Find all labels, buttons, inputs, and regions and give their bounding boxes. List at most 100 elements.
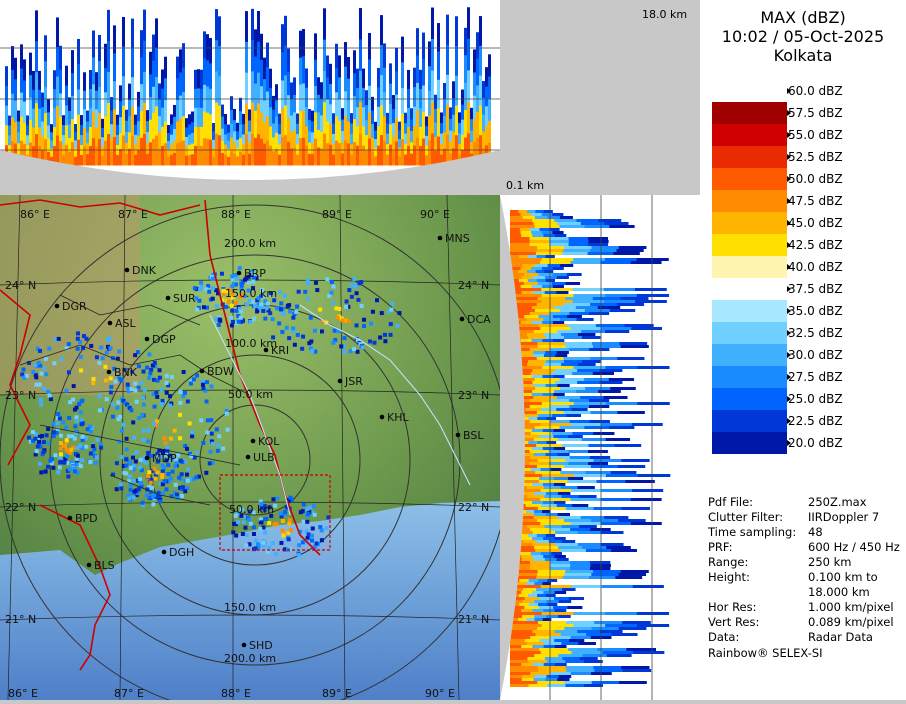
scale-tick bbox=[787, 396, 791, 402]
scale-swatch bbox=[712, 212, 787, 234]
lat-label: 24° N bbox=[458, 279, 489, 292]
place-dot bbox=[107, 320, 113, 326]
place-dot bbox=[161, 549, 167, 555]
place-dot bbox=[165, 295, 171, 301]
place-dot bbox=[144, 336, 150, 342]
scale-label: 37.5 dBZ bbox=[788, 282, 843, 296]
place-label: DCA bbox=[467, 313, 491, 326]
scale-swatch bbox=[712, 124, 787, 146]
lat-label: 23° N bbox=[5, 389, 36, 402]
place-label: JSR bbox=[344, 375, 363, 388]
scale-label: 30.0 dBZ bbox=[788, 348, 843, 362]
info-value: 600 Hz / 450 Hz bbox=[808, 540, 900, 554]
sundarbans-outline bbox=[219, 474, 331, 551]
scale-swatch bbox=[712, 322, 787, 344]
scale-label: 25.0 dBZ bbox=[788, 392, 843, 406]
scale-swatch bbox=[712, 388, 787, 410]
range-label: 100.0 km bbox=[225, 337, 277, 350]
scale-tick bbox=[787, 418, 791, 424]
place-label: SHD bbox=[249, 639, 273, 652]
scale-tick bbox=[787, 440, 791, 446]
info-key: Time sampling: bbox=[708, 525, 797, 539]
top-height-label: 18.0 km bbox=[642, 8, 688, 21]
lat-label: 22° N bbox=[5, 501, 36, 514]
place-dot bbox=[241, 642, 247, 648]
place-dot bbox=[337, 378, 343, 384]
scale-swatch bbox=[712, 80, 787, 102]
lon-label: 89° E bbox=[322, 687, 352, 700]
place-dot bbox=[379, 414, 385, 420]
place-label: DGH bbox=[169, 546, 194, 559]
place-label: BRP bbox=[244, 267, 266, 280]
place-label: BNK bbox=[114, 366, 138, 379]
lon-label: 86° E bbox=[20, 208, 50, 221]
info-value: 250Z.max bbox=[808, 495, 867, 509]
scale-label: 55.0 dBZ bbox=[788, 128, 843, 142]
info-value: 250 km bbox=[808, 555, 852, 569]
radar-map: 86° E 87° E 88° E 89° E 90° E 86° E 87° … bbox=[0, 195, 500, 700]
scale-swatch bbox=[712, 366, 787, 388]
lat-label: 22° N bbox=[458, 501, 489, 514]
place-label: ASL bbox=[115, 317, 137, 330]
product-title: MAX (dBZ) bbox=[760, 8, 846, 27]
scale-swatch bbox=[712, 410, 787, 432]
scale-label: 22.5 dBZ bbox=[788, 414, 843, 428]
latitude-labels: 24° N 23° N 22° N 21° N 24° N 23° N 22° … bbox=[5, 279, 489, 626]
scale-tick bbox=[787, 110, 791, 116]
scale-swatch bbox=[712, 278, 787, 300]
longitude-labels: 86° E 87° E 88° E 89° E 90° E 86° E 87° … bbox=[8, 208, 455, 700]
info-row: Time sampling: 48 bbox=[708, 525, 823, 540]
lon-label: 90° E bbox=[420, 208, 450, 221]
side-profile-graph bbox=[500, 195, 671, 700]
info-value: Radar Data bbox=[808, 630, 873, 644]
lat-label: 21° N bbox=[5, 613, 36, 626]
radar-map-canvas: 86° E 87° E 88° E 89° E 90° E 86° E 87° … bbox=[0, 195, 500, 700]
place-dot bbox=[124, 267, 130, 273]
place-dot bbox=[67, 515, 73, 521]
legend-panel: MAX (dBZ) 10:02 / 05-Oct-2025 Kolkata 60… bbox=[700, 0, 906, 700]
scale-swatch bbox=[712, 344, 787, 366]
state-borders bbox=[0, 199, 321, 671]
lat-label: 21° N bbox=[458, 613, 489, 626]
place-dot bbox=[437, 235, 443, 241]
side-profile-mask bbox=[500, 195, 525, 700]
place-label: KHL bbox=[387, 411, 409, 424]
place-label: DGP bbox=[152, 333, 176, 346]
range-label: 150.0 km bbox=[224, 601, 276, 614]
station-name: Kolkata bbox=[773, 46, 833, 65]
place-dot bbox=[236, 270, 242, 276]
info-row: Data: Radar Data bbox=[708, 630, 873, 645]
lon-label: 86° E bbox=[8, 687, 38, 700]
credit-text: Rainbow® SELEX-SI bbox=[708, 646, 823, 660]
place-dot bbox=[54, 303, 60, 309]
scale-label: 50.0 dBZ bbox=[788, 172, 843, 186]
place-label: DNK bbox=[132, 264, 157, 277]
scale-tick bbox=[787, 330, 791, 336]
bottom-height-label: 0.1 km bbox=[506, 179, 545, 192]
scale-label: 57.5 dBZ bbox=[788, 106, 843, 120]
info-key: Clutter Filter: bbox=[708, 510, 784, 524]
info-key: Hor Res: bbox=[708, 600, 757, 614]
scale-tick bbox=[787, 154, 791, 160]
scale-swatch bbox=[712, 102, 787, 124]
lon-label: 87° E bbox=[118, 208, 148, 221]
place-label: KRI bbox=[271, 344, 289, 357]
scale-label: 47.5 dBZ bbox=[788, 194, 843, 208]
scale-swatch bbox=[712, 146, 787, 168]
scale-swatch bbox=[712, 168, 787, 190]
info-row: Vert Res: 0.089 km/pixel bbox=[708, 615, 894, 630]
place-dot bbox=[263, 347, 269, 353]
place-dot bbox=[245, 454, 251, 460]
lon-label: 88° E bbox=[221, 687, 251, 700]
lat-label: 24° N bbox=[5, 279, 36, 292]
scale-swatch bbox=[712, 432, 787, 454]
range-label: 50.0 km bbox=[228, 388, 273, 401]
place-label: BDW bbox=[207, 365, 234, 378]
place-dot bbox=[459, 316, 465, 322]
range-ring-labels: 50.0 km 100.0 km 150.0 km 200.0 km 50.0 … bbox=[224, 237, 277, 665]
info-value: 18.000 km bbox=[808, 585, 870, 599]
scale-label: 60.0 dBZ bbox=[788, 84, 843, 98]
district-borders bbox=[19, 294, 251, 506]
scale-swatch bbox=[712, 234, 787, 256]
scale-label: 35.0 dBZ bbox=[788, 304, 843, 318]
